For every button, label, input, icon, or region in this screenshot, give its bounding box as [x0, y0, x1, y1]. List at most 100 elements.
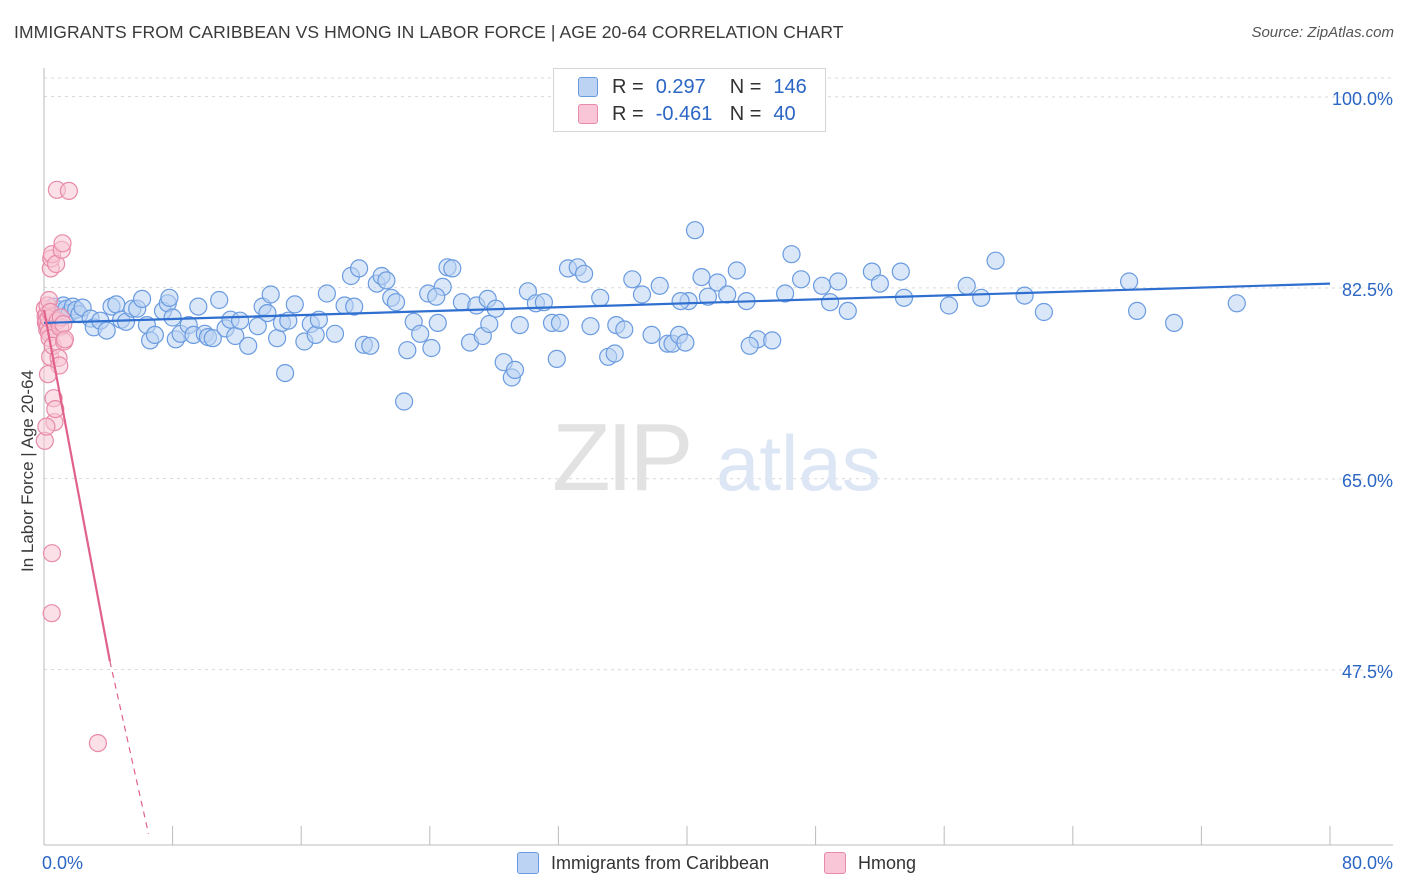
data-point — [623, 270, 642, 289]
data-point — [642, 325, 661, 344]
data-point — [107, 295, 126, 314]
data-point — [986, 251, 1005, 270]
data-point — [510, 316, 529, 335]
trend-line — [43, 282, 1331, 325]
bottom-legend-label: Immigrants from Caribbean — [551, 852, 770, 873]
data-point — [377, 271, 396, 290]
data-point — [505, 360, 525, 379]
bottom-legend-label: Hmong — [858, 852, 917, 873]
legend-swatch-hmong — [578, 104, 598, 124]
data-point — [698, 287, 718, 306]
data-point — [727, 261, 746, 280]
data-point — [239, 336, 258, 355]
data-point — [268, 329, 287, 348]
data-point — [258, 304, 277, 323]
data-point — [891, 262, 910, 281]
data-point — [306, 325, 325, 344]
data-point — [671, 292, 690, 311]
data-point — [1127, 301, 1147, 320]
data-point — [285, 295, 304, 314]
data-point — [574, 264, 594, 283]
data-point — [812, 276, 832, 295]
legend-n-value: 146 — [773, 75, 807, 98]
legend-r-label: R = — [612, 102, 644, 125]
data-point — [231, 311, 250, 330]
gridline — [43, 478, 1395, 480]
bottom-legend-caribbean: Immigrants from Caribbean — [517, 852, 769, 874]
data-point — [591, 288, 610, 307]
watermark-atlas: atlas — [716, 419, 881, 507]
data-point — [615, 320, 634, 339]
data-point — [708, 273, 727, 292]
trend-line — [42, 309, 111, 662]
legend-n-value: 40 — [773, 102, 796, 125]
legend-n-label: N = — [729, 102, 762, 125]
axes — [43, 68, 1393, 846]
source-label: Source: ZipAtlas.com — [1251, 24, 1394, 41]
data-point — [42, 604, 61, 623]
trend-lines — [42, 282, 1331, 834]
data-point — [828, 272, 848, 291]
data-point — [676, 333, 695, 352]
data-point — [210, 290, 229, 310]
data-point — [386, 293, 406, 312]
y-tick-label: 65.0% — [1342, 471, 1393, 491]
data-point — [160, 288, 179, 307]
watermark-zip: ZIP — [552, 404, 689, 511]
series-caribbean — [44, 221, 1246, 411]
data-point — [97, 321, 116, 340]
data-point — [203, 329, 222, 348]
data-point — [939, 296, 959, 315]
data-point — [317, 284, 336, 303]
data-point — [605, 344, 624, 363]
data-point — [838, 301, 857, 320]
data-point — [428, 313, 447, 332]
data-point — [46, 400, 65, 419]
data-point — [88, 733, 108, 753]
data-point — [261, 285, 280, 304]
gridlines — [43, 77, 1395, 671]
legend-r-value: 0.297 — [655, 75, 706, 98]
bottom-legend-hmong: Hmong — [824, 852, 916, 874]
data-point — [54, 314, 73, 334]
data-point — [37, 417, 56, 436]
data-point — [398, 341, 417, 360]
data-point — [53, 234, 72, 253]
x-tick-label: 80.0% — [1342, 853, 1393, 873]
data-point — [59, 181, 79, 200]
data-point — [763, 331, 782, 350]
data-point — [42, 544, 62, 563]
data-point — [870, 274, 890, 293]
data-point — [632, 285, 652, 304]
legend-r-label: R = — [612, 75, 644, 98]
data-point — [345, 297, 364, 316]
legend-n-label: N = — [729, 75, 762, 98]
data-point — [581, 317, 600, 336]
data-point — [685, 221, 705, 240]
legend-row-caribbean: R = 0.297 N = 146 — [578, 74, 807, 100]
data-point — [55, 330, 75, 349]
data-point — [550, 313, 570, 332]
data-point — [1227, 294, 1246, 313]
data-point — [145, 325, 164, 344]
data-point — [422, 338, 441, 358]
data-point — [547, 349, 566, 368]
data-point — [443, 259, 462, 278]
data-point — [1034, 302, 1054, 322]
data-point — [411, 324, 430, 343]
legend-row-hmong: R = -0.461 N = 40 — [578, 101, 796, 127]
series-hmong — [35, 180, 108, 753]
data-point — [395, 392, 414, 411]
y-tick-label: 47.5% — [1342, 662, 1393, 682]
data-point — [972, 288, 991, 307]
data-point — [718, 285, 737, 304]
trend-line-extension — [109, 661, 150, 834]
data-point — [740, 336, 759, 355]
data-point — [782, 245, 801, 264]
data-point — [133, 289, 152, 308]
data-point — [427, 287, 446, 306]
gridline — [43, 96, 1395, 98]
data-point — [775, 284, 795, 303]
data-point — [1119, 272, 1139, 291]
